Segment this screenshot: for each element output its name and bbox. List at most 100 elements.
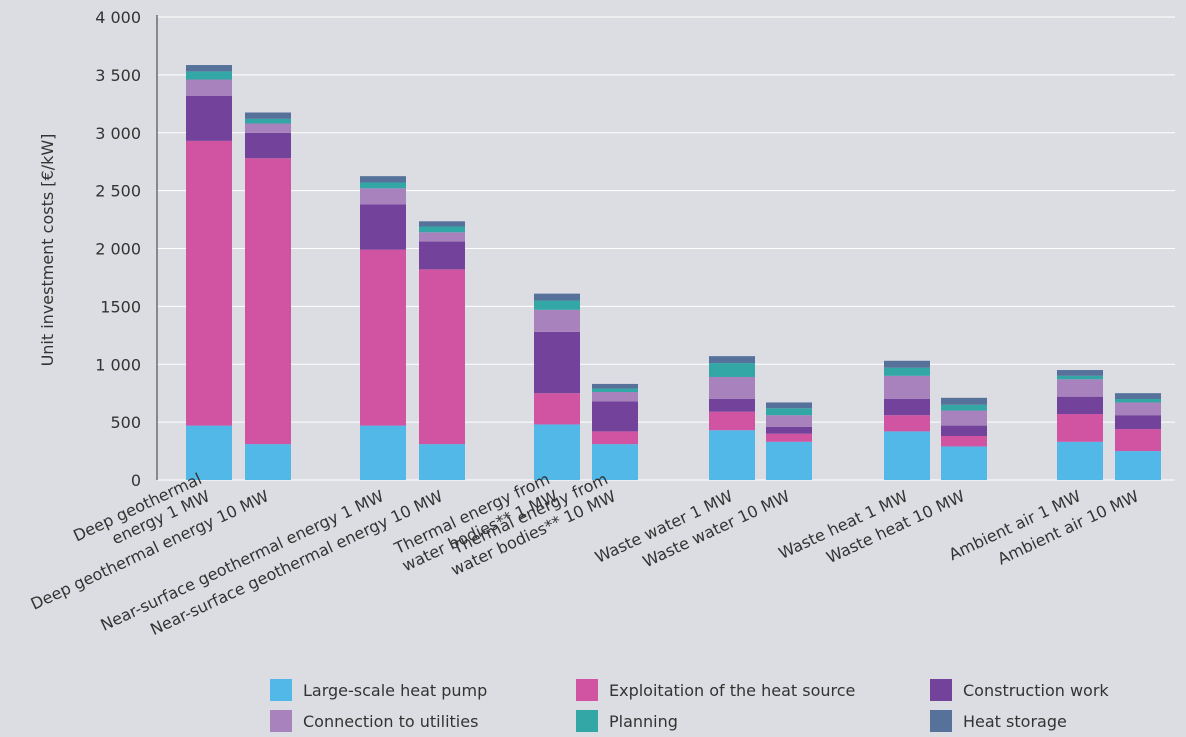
bar-segment: Large-scale heat pump: 310 bbox=[245, 444, 291, 480]
bar-segment: Construction work: 60 bbox=[766, 426, 812, 434]
bar-segment: Heat storage: 60 bbox=[534, 293, 580, 301]
bar-segment: Heat storage: 50 bbox=[1057, 370, 1103, 376]
bar-segment: Heat storage: 50 bbox=[1115, 393, 1161, 399]
y-tick-label: 3 500 bbox=[95, 66, 141, 85]
bar-stack: Large-scale heat pump: 480Exploitation o… bbox=[534, 293, 580, 480]
bar-segment: Construction work: 390 bbox=[360, 204, 406, 250]
bar-segment: Large-scale heat pump: 310 bbox=[592, 444, 638, 480]
bar-segment: Connection to utilities: 200 bbox=[884, 375, 930, 399]
bar-segment: Construction work: 530 bbox=[534, 331, 580, 394]
bar-segment: Exploitation of the heat source: 240 bbox=[1057, 414, 1103, 442]
y-tick-label: 0 bbox=[131, 471, 141, 490]
bar-segment: Large-scale heat pump: 470 bbox=[186, 425, 232, 480]
y-axis-title: Unit investment costs [€/kW] bbox=[38, 134, 57, 367]
bar-segment: Large-scale heat pump: 250 bbox=[1115, 451, 1161, 480]
bar-segment: Planning: 70 bbox=[186, 71, 232, 80]
bar-stack: Large-scale heat pump: 310Exploitation o… bbox=[592, 383, 638, 480]
bar-segment: Large-scale heat pump: 480 bbox=[534, 424, 580, 480]
legend-swatch bbox=[576, 679, 598, 701]
bar-segment: Connection to utilities: 140 bbox=[186, 79, 232, 96]
bar-stack: Large-scale heat pump: 470Exploitation o… bbox=[186, 65, 232, 480]
bar-segment: Connection to utilities: 190 bbox=[709, 376, 755, 399]
legend-item: Planning bbox=[576, 710, 678, 732]
y-tick-label: 3 000 bbox=[95, 124, 141, 143]
bar-segment: Large-scale heat pump: 310 bbox=[419, 444, 465, 480]
y-tick-label: 4 000 bbox=[95, 8, 141, 27]
bar-segment: Construction work: 90 bbox=[941, 425, 987, 437]
legend-swatch bbox=[930, 679, 952, 701]
y-tick-label: 500 bbox=[110, 413, 141, 432]
legend-label: Exploitation of the heat source bbox=[609, 681, 855, 700]
bar-segment: Construction work: 140 bbox=[884, 398, 930, 416]
y-tick-label: 2 000 bbox=[95, 240, 141, 259]
bar-segment: Planning: 50 bbox=[941, 404, 987, 411]
bar-stack: Large-scale heat pump: 430Exploitation o… bbox=[709, 356, 755, 480]
bar-segment: Construction work: 240 bbox=[419, 241, 465, 270]
bar-segment: Exploitation of the heat source: 1510 bbox=[419, 269, 465, 445]
legend-swatch bbox=[270, 679, 292, 701]
bar-segment: Planning: 50 bbox=[419, 226, 465, 233]
legend-swatch bbox=[930, 710, 952, 732]
bar-stack: Large-scale heat pump: 250Exploitation o… bbox=[1115, 393, 1161, 480]
bar-segment: Planning: 50 bbox=[360, 182, 406, 189]
bar-segment: Heat storage: 55 bbox=[186, 65, 232, 72]
bar-segment: Heat storage: 60 bbox=[884, 360, 930, 368]
bar-segment: Exploitation of the heat source: 70 bbox=[766, 433, 812, 442]
y-tick-label: 1 000 bbox=[95, 355, 141, 374]
legend-label: Construction work bbox=[963, 681, 1109, 700]
bar-segment: Large-scale heat pump: 290 bbox=[941, 446, 987, 480]
bar-segment: Connection to utilities: 190 bbox=[534, 309, 580, 332]
legend-swatch bbox=[576, 710, 598, 732]
bar-segment: Construction work: 110 bbox=[709, 398, 755, 412]
bar-segment: Exploitation of the heat source: 90 bbox=[941, 436, 987, 447]
bar-segment: Connection to utilities: 80 bbox=[419, 232, 465, 242]
bar-segment: Exploitation of the heat source: 110 bbox=[592, 431, 638, 445]
bar-segment: Exploitation of the heat source: 190 bbox=[1115, 429, 1161, 452]
bar-segment: Exploitation of the heat source: 2470 bbox=[245, 158, 291, 445]
legend-label: Planning bbox=[609, 712, 678, 731]
bar-segment: Planning: 30 bbox=[592, 388, 638, 393]
legend-item: Connection to utilities bbox=[270, 710, 478, 732]
bar-segment: Planning: 70 bbox=[884, 367, 930, 376]
bar-segment: Connection to utilities: 150 bbox=[1057, 379, 1103, 397]
legend-item: Exploitation of the heat source bbox=[576, 679, 855, 701]
bar-segment: Heat storage: 55 bbox=[245, 112, 291, 119]
bar-segment: Planning: 60 bbox=[766, 408, 812, 416]
bar-segment: Construction work: 120 bbox=[1115, 415, 1161, 430]
bar-segment: Planning: 80 bbox=[534, 300, 580, 310]
bar-segment: Heat storage: 45 bbox=[419, 221, 465, 227]
legend-label: Heat storage bbox=[963, 712, 1067, 731]
bar-stack: Large-scale heat pump: 310Exploitation o… bbox=[245, 112, 291, 480]
bar-segment: Heat storage: 40 bbox=[592, 383, 638, 389]
bar-segment: Connection to utilities: 110 bbox=[1115, 402, 1161, 416]
bar-segment: Construction work: 220 bbox=[245, 132, 291, 159]
legend-item: Construction work bbox=[930, 679, 1109, 701]
bar-segment: Heat storage: 60 bbox=[709, 356, 755, 364]
bar-segment: Exploitation of the heat source: 160 bbox=[709, 411, 755, 431]
bar-segment: Large-scale heat pump: 330 bbox=[766, 441, 812, 480]
bar-segment: Planning: 120 bbox=[709, 363, 755, 377]
bar-segment: Exploitation of the heat source: 1520 bbox=[360, 249, 406, 426]
y-tick-label: 1500 bbox=[100, 297, 141, 316]
bar-segment: Construction work: 150 bbox=[1057, 396, 1103, 415]
bar-segment: Connection to utilities: 130 bbox=[941, 410, 987, 426]
bar-segment: Large-scale heat pump: 420 bbox=[884, 431, 930, 480]
legend-label: Connection to utilities bbox=[303, 712, 478, 731]
bar-segment: Construction work: 390 bbox=[186, 95, 232, 141]
bar-segment: Planning: 30 bbox=[1115, 398, 1161, 403]
legend-item: Large-scale heat pump bbox=[270, 679, 487, 701]
bar-segment: Planning: 40 bbox=[245, 118, 291, 124]
bar-stack: Large-scale heat pump: 420Exploitation o… bbox=[884, 360, 930, 480]
bar-segment: Large-scale heat pump: 430 bbox=[709, 430, 755, 480]
bar-segment: Heat storage: 55 bbox=[360, 176, 406, 183]
legend-swatch bbox=[270, 710, 292, 732]
bar-segment: Connection to utilities: 140 bbox=[360, 188, 406, 205]
bar-segment: Large-scale heat pump: 470 bbox=[360, 425, 406, 480]
bar-segment: Construction work: 260 bbox=[592, 401, 638, 432]
bar-segment: Heat storage: 50 bbox=[766, 402, 812, 409]
bar-segment: Connection to utilities: 100 bbox=[766, 415, 812, 427]
y-tick-label: 2 500 bbox=[95, 182, 141, 201]
y-gridlines bbox=[157, 16, 1175, 481]
